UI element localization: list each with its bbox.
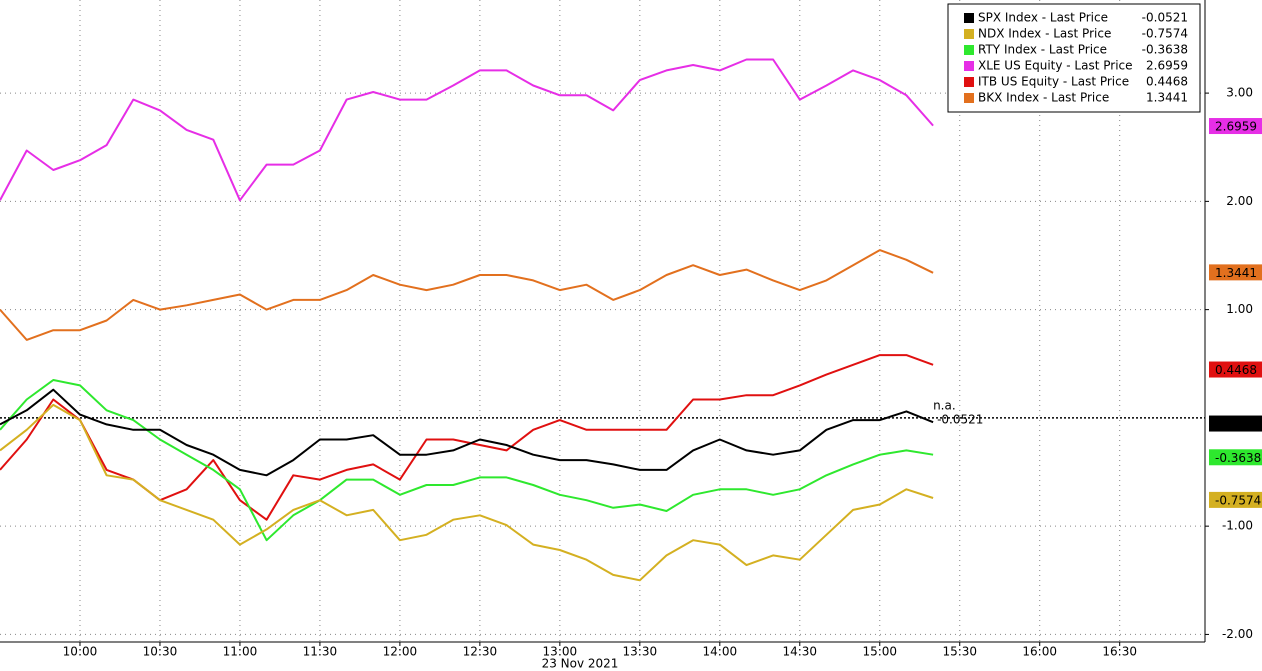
y-tick-label: -2.00 bbox=[1222, 627, 1253, 641]
y-tick-label: 1.00 bbox=[1226, 302, 1253, 316]
value-badge bbox=[1209, 449, 1262, 466]
value-badge-label: 1.3441 bbox=[1215, 266, 1257, 280]
legend-value: 1.3441 bbox=[1146, 91, 1188, 105]
legend-label: RTY Index - Last Price bbox=[978, 43, 1107, 57]
value-badge-label: -0.7574 bbox=[1215, 493, 1261, 507]
legend-swatch bbox=[964, 61, 974, 71]
legend-label: NDX Index - Last Price bbox=[978, 27, 1111, 41]
legend-value: 2.6959 bbox=[1146, 59, 1188, 73]
legend-label: SPX Index - Last Price bbox=[978, 11, 1108, 25]
y-tick-label: 2.00 bbox=[1226, 194, 1253, 208]
x-tick-label: 15:00 bbox=[862, 645, 897, 659]
value-badge bbox=[1209, 491, 1262, 508]
x-tick-label: 12:00 bbox=[383, 645, 418, 659]
series-line bbox=[0, 354, 934, 521]
x-axis-label: 23 Nov 2021 bbox=[542, 657, 619, 671]
value-badge bbox=[1209, 415, 1262, 432]
legend-swatch bbox=[964, 77, 974, 87]
end-value: -0.0521 bbox=[937, 413, 983, 427]
series-line bbox=[0, 403, 934, 582]
x-tick-label: 11:30 bbox=[303, 645, 338, 659]
x-tick-label: 10:00 bbox=[63, 645, 98, 659]
value-badge-label: -0.3638 bbox=[1215, 451, 1261, 465]
end-note: n.a. bbox=[933, 399, 956, 413]
value-badge-label: -0.0521 bbox=[1215, 417, 1261, 431]
legend-label: BKX Index - Last Price bbox=[978, 91, 1109, 105]
legend-swatch bbox=[964, 13, 974, 23]
series-line bbox=[0, 249, 934, 341]
legend-value: 0.4468 bbox=[1146, 75, 1188, 89]
x-tick-label: 10:30 bbox=[143, 645, 178, 659]
legend-swatch bbox=[964, 45, 974, 55]
x-tick-label: 16:00 bbox=[1022, 645, 1057, 659]
legend-label: ITB US Equity - Last Price bbox=[978, 75, 1129, 89]
series-line bbox=[0, 388, 934, 477]
legend-value: -0.0521 bbox=[1142, 11, 1188, 25]
x-tick-label: 15:30 bbox=[942, 645, 977, 659]
legend-value: -0.7574 bbox=[1142, 27, 1188, 41]
legend-label: XLE US Equity - Last Price bbox=[978, 59, 1133, 73]
value-badge-label: 0.4468 bbox=[1215, 363, 1257, 377]
x-tick-label: 14:30 bbox=[782, 645, 817, 659]
series-line bbox=[0, 58, 934, 202]
value-badge-label: 2.6959 bbox=[1215, 120, 1257, 134]
legend-swatch bbox=[964, 29, 974, 39]
x-tick-label: 11:00 bbox=[223, 645, 258, 659]
x-tick-label: 13:30 bbox=[623, 645, 658, 659]
x-tick-label: 13:00 bbox=[543, 645, 578, 659]
series-line bbox=[0, 379, 934, 542]
legend-box bbox=[947, 3, 1201, 113]
legend-swatch bbox=[964, 93, 974, 103]
x-tick-label: 16:30 bbox=[1102, 645, 1137, 659]
value-badge bbox=[1209, 264, 1262, 281]
legend-value: -0.3638 bbox=[1142, 43, 1188, 57]
x-tick-label: 12:30 bbox=[463, 645, 498, 659]
value-badge bbox=[1209, 118, 1262, 135]
value-badge bbox=[1209, 361, 1262, 378]
y-tick-label: 3.00 bbox=[1226, 86, 1253, 100]
x-tick-label: 14:00 bbox=[703, 645, 738, 659]
y-tick-label: -1.00 bbox=[1222, 519, 1253, 533]
